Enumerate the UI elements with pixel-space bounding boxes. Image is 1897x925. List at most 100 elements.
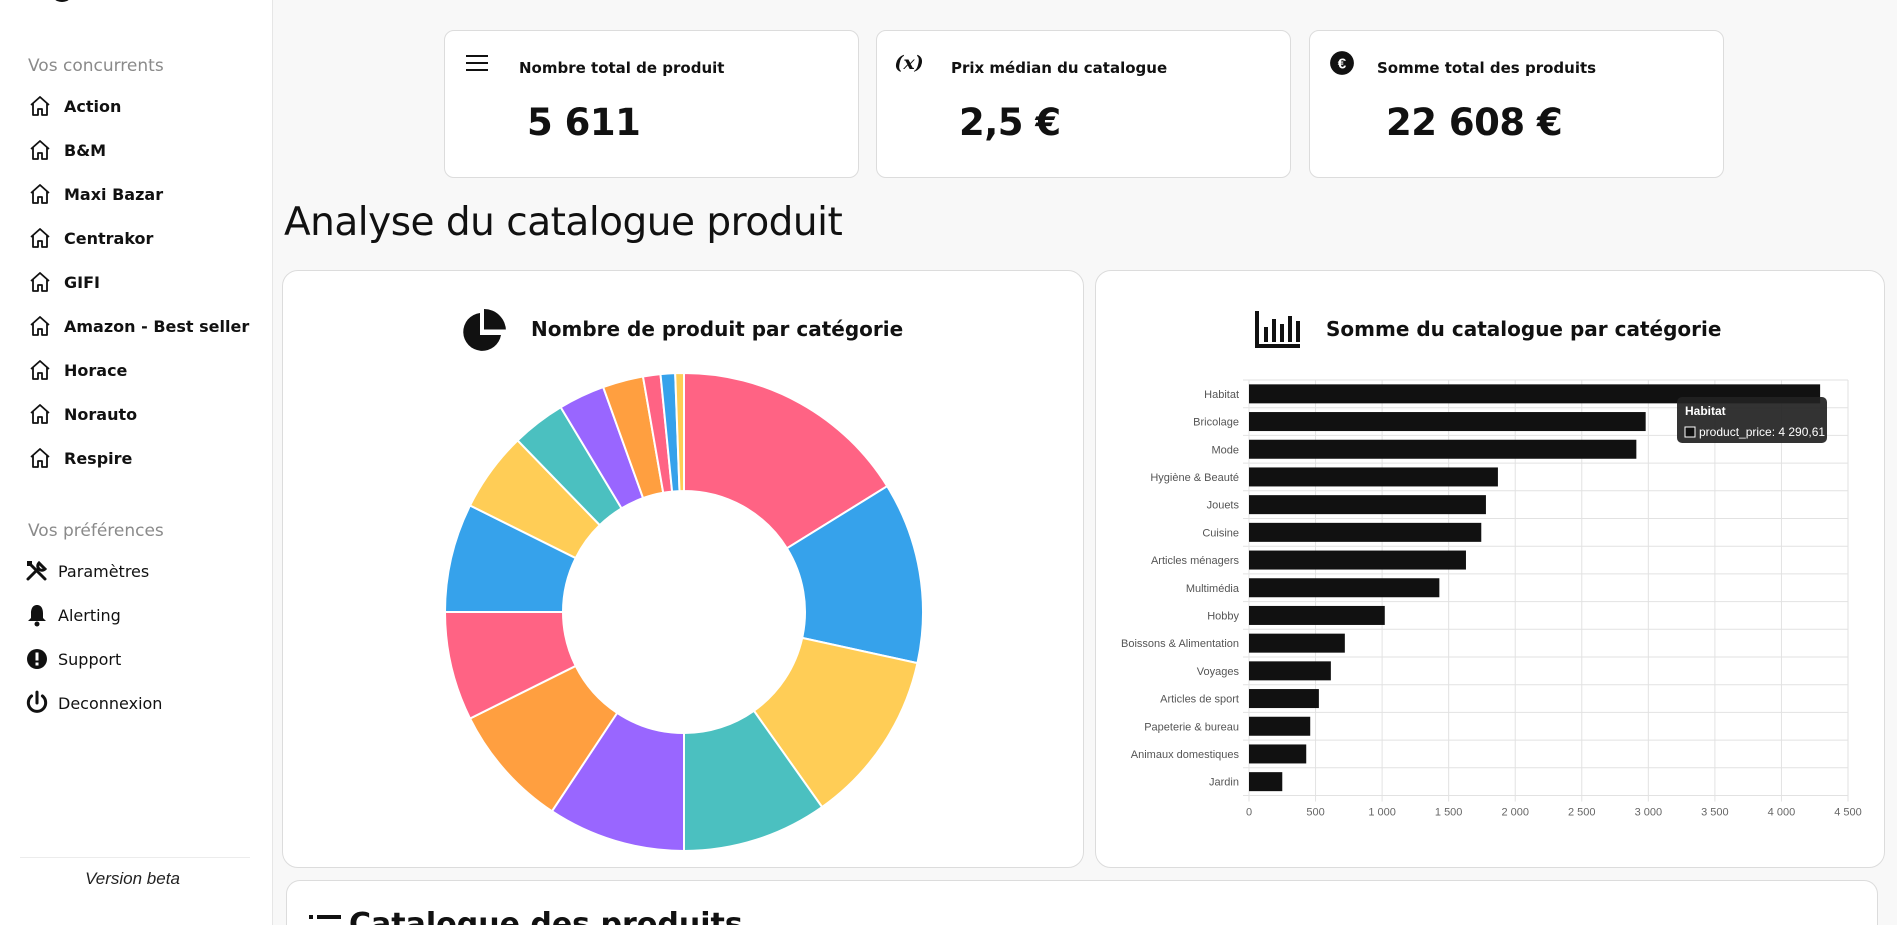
home-icon: [28, 314, 52, 338]
sidebar-item-competitor[interactable]: GIFI: [28, 267, 100, 297]
sidebar-item-label: B&M: [64, 140, 107, 160]
sidebar-item-competitor[interactable]: Centrakor: [28, 223, 153, 253]
home-icon: [28, 358, 52, 382]
x-tick-label: 1 000: [1368, 807, 1396, 819]
sidebar-item-competitor[interactable]: Amazon - Best seller: [28, 311, 249, 341]
y-tick-label: Papeterie & bureau: [1144, 721, 1239, 733]
exclamation-icon: [24, 646, 50, 672]
pie-slice[interactable]: [683, 371, 889, 550]
y-tick-label: Bricolage: [1193, 417, 1239, 429]
catalogue-panel: Catalogue des produits: [286, 880, 1878, 925]
bar[interactable]: [1249, 578, 1440, 598]
sidebar: Vos concurrents Action B&M Maxi Bazar Centr…: [0, 0, 273, 925]
kpi-card-total-products: Nombre total de produit 5 611: [444, 30, 859, 178]
home-icon: [28, 446, 52, 470]
tooltip-title: Habitat: [1685, 404, 1726, 418]
x-tick-label: 4 500: [1834, 807, 1862, 819]
x-tick-label: 2 000: [1501, 807, 1529, 819]
sidebar-item-label: Deconnexion: [58, 693, 163, 713]
home-icon: [28, 402, 52, 426]
bar[interactable]: [1249, 467, 1498, 487]
sidebar-item-label: Centrakor: [64, 228, 154, 248]
bar-chart-icon: [1254, 309, 1302, 354]
y-tick-label: Boissons & Alimentation: [1121, 638, 1239, 650]
bar[interactable]: [1249, 716, 1311, 736]
page-title: Analyse du catalogue produit: [284, 200, 843, 245]
tooltip-label: product_price: 4 290,61: [1699, 425, 1825, 439]
home-icon: [28, 94, 52, 118]
bar[interactable]: [1249, 661, 1331, 681]
sidebar-item-label: Action: [64, 96, 122, 116]
bar-chart-title: Somme du catalogue par catégorie: [1326, 317, 1722, 341]
bar[interactable]: [1249, 689, 1319, 709]
bar[interactable]: [1249, 412, 1646, 432]
sidebar-item-label: Support: [58, 649, 122, 669]
home-icon: [28, 182, 52, 206]
home-icon: [28, 226, 52, 250]
sidebar-item-competitor[interactable]: Norauto: [28, 399, 137, 429]
sidebar-item-label: Maxi Bazar: [64, 184, 164, 204]
sidebar-item-label: Paramètres: [58, 561, 150, 581]
bar[interactable]: [1249, 550, 1466, 570]
donut-chart: [443, 371, 924, 853]
tools-icon: [24, 558, 50, 584]
bar[interactable]: [1249, 439, 1637, 459]
bar[interactable]: [1249, 772, 1283, 792]
sidebar-item-competitor[interactable]: Respire: [28, 443, 132, 473]
x-tick-label: 4 000: [1768, 807, 1796, 819]
sidebar-item-parametres[interactable]: Paramètres: [24, 556, 149, 586]
sidebar-item-competitor[interactable]: Maxi Bazar: [28, 179, 163, 209]
sidebar-item-deconnexion[interactable]: Deconnexion: [24, 688, 162, 718]
bar[interactable]: [1249, 522, 1482, 542]
y-tick-label: Voyages: [1197, 666, 1240, 678]
competitors-section-title: Vos concurrents: [28, 56, 164, 76]
y-tick-label: Hobby: [1207, 610, 1239, 622]
x-tick-label: 2 500: [1568, 807, 1596, 819]
kpi-value: 2,5 €: [959, 101, 1061, 144]
kpi-title: Prix médian du catalogue: [951, 59, 1168, 77]
kpi-card-median-price: (x) Prix médian du catalogue 2,5 €: [876, 30, 1291, 178]
list-icon: [309, 913, 341, 925]
svg-text:€: €: [1338, 55, 1347, 72]
x-tick-label: 1 500: [1435, 807, 1463, 819]
kpi-title: Nombre total de produit: [519, 59, 725, 77]
menu-lines-icon: [463, 49, 491, 77]
bar[interactable]: [1249, 384, 1821, 404]
bar-chart: 0 500 1 000 1 500 2 000 2 500 3 000 3 500 4 000 4…: [1121, 379, 1862, 819]
y-tick-label: Habitat: [1204, 389, 1239, 401]
y-tick-label: Multimédia: [1186, 583, 1240, 595]
pie-chart-icon: [458, 307, 508, 362]
bar[interactable]: [1249, 744, 1307, 764]
sidebar-divider: [20, 857, 250, 858]
home-icon: [28, 270, 52, 294]
sidebar-item-support[interactable]: Support: [24, 644, 121, 674]
euro-icon: €: [1328, 49, 1356, 77]
y-tick-label: Animaux domestiques: [1131, 749, 1240, 761]
sidebar-item-label: GIFI: [64, 272, 100, 292]
pie-chart-panel: Nombre de produit par catégorie: [282, 270, 1084, 868]
kpi-value: 22 608 €: [1386, 101, 1563, 144]
preferences-section-title: Vos préférences: [28, 521, 164, 541]
sidebar-item-label: Respire: [64, 448, 133, 468]
pie-slice[interactable]: [674, 371, 685, 493]
bar[interactable]: [1249, 633, 1345, 653]
y-tick-label: Jouets: [1207, 500, 1240, 512]
logo: [50, 0, 74, 2]
sidebar-item-label: Horace: [64, 360, 128, 380]
bar[interactable]: [1249, 605, 1385, 625]
function-x-icon: (x): [894, 52, 924, 74]
x-tick-label: 3 500: [1701, 807, 1729, 819]
bar[interactable]: [1249, 495, 1486, 515]
x-tick-label: 500: [1306, 807, 1324, 819]
sidebar-item-competitor[interactable]: Horace: [28, 355, 127, 385]
y-tick-label: Jardin: [1209, 777, 1239, 789]
sidebar-item-competitor[interactable]: B&M: [28, 135, 106, 165]
bar-chart-panel: Somme du catalogue par catégorie 0 500 1 0…: [1095, 270, 1885, 868]
sidebar-item-label: Norauto: [64, 404, 138, 424]
sidebar-item-alerting[interactable]: Alerting: [24, 600, 121, 630]
y-tick-label: Articles ménagers: [1151, 555, 1240, 567]
tooltip-swatch: [1684, 426, 1696, 438]
sidebar-item-competitor[interactable]: Action: [28, 91, 121, 121]
version-label: Version beta: [85, 869, 180, 888]
bell-icon: [24, 602, 50, 628]
